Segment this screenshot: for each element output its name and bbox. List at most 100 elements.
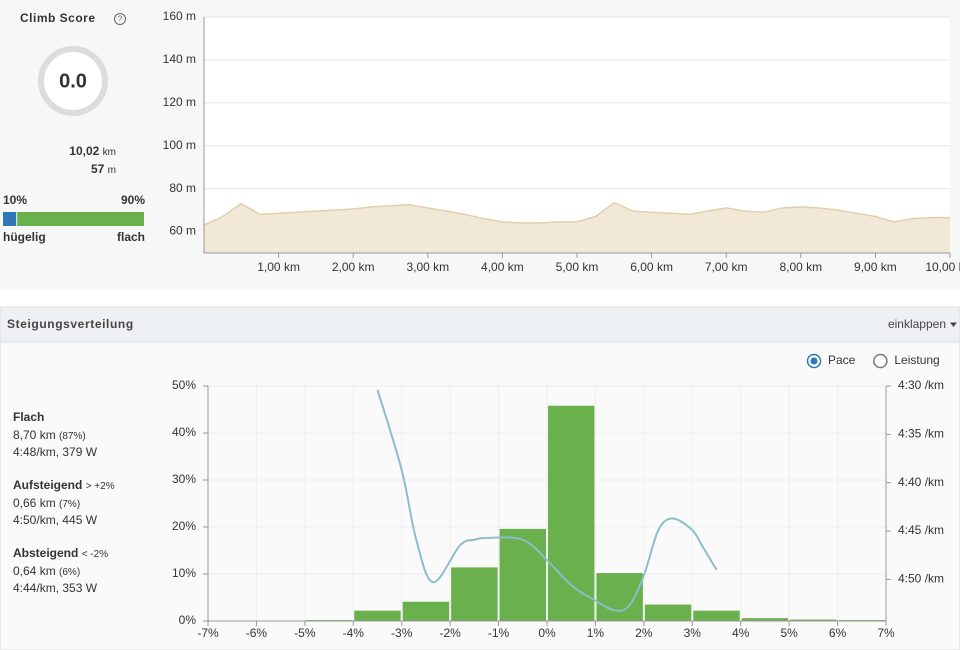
elevation-unit: m — [108, 165, 116, 176]
y-tick-label: 0% — [179, 613, 197, 627]
x-tick-label: 3,00 km — [406, 260, 449, 274]
y-tick-label: 100 m — [163, 138, 196, 152]
stat-share: (6%) — [59, 567, 80, 578]
stat-name: Aufsteigend — [13, 478, 82, 492]
stat-distance: 8,70 km (87%) — [13, 428, 86, 442]
help-icon[interactable] — [114, 13, 126, 25]
stat-detail: 4:50/km, 445 W — [13, 513, 98, 527]
y-tick-label: 160 m — [163, 9, 196, 23]
stat-share: (87%) — [59, 431, 86, 442]
y2-tick-label: 4:30 /km — [898, 378, 944, 392]
x-tick-label: 2% — [635, 626, 653, 640]
x-tick-label: 1% — [587, 626, 605, 640]
split-label: 90% — [121, 193, 145, 207]
distance: 10,02 km — [69, 144, 116, 158]
x-tick-label: 9,00 km — [854, 260, 897, 274]
panel-title: Steigungsverteilung — [7, 317, 134, 331]
y-tick-label: 120 m — [163, 95, 196, 109]
x-tick-label: 8,00 km — [779, 260, 822, 274]
elevation-value: 57 — [91, 162, 105, 176]
bar — [354, 610, 401, 621]
x-tick-label: 7% — [877, 626, 895, 640]
x-tick-label: 5,00 km — [556, 260, 599, 274]
bar — [451, 567, 498, 621]
stat-title: Flach — [13, 410, 44, 424]
y-tick-label: 30% — [172, 472, 196, 486]
bar — [741, 618, 789, 621]
x-tick-label: 3% — [684, 626, 702, 640]
x-tick-label: 7,00 km — [705, 260, 748, 274]
x-tick-label: -1% — [488, 626, 510, 640]
bar — [790, 619, 837, 621]
stat-qualifier: > +2% — [86, 481, 115, 492]
split-segment — [3, 212, 17, 226]
y-tick-label: 140 m — [163, 52, 196, 66]
x-tick-label: -4% — [343, 626, 365, 640]
x-tick-label: 2,00 km — [332, 260, 375, 274]
x-tick-label: 5% — [780, 626, 798, 640]
y-tick-label: 50% — [172, 378, 196, 392]
radio-label[interactable]: Leistung — [894, 353, 939, 367]
y2-tick-label: 4:40 /km — [898, 475, 944, 489]
stats: Flach 8,70 km (87%) 4:48/km, 379 W Aufsteig… — [13, 410, 115, 595]
x-tick-label: 10,00 km — [925, 260, 960, 274]
x-tick-label: 4,00 km — [481, 260, 524, 274]
x-tick-label: 6% — [829, 626, 847, 640]
stat-title: Absteigend < -2% — [13, 546, 108, 560]
stat-distance-value: 0,66 km — [13, 496, 56, 510]
stat-distance-value: 0,64 km — [13, 564, 56, 578]
x-tick-label: -5% — [294, 626, 316, 640]
elevation-line — [203, 201, 950, 226]
split-name: flach — [117, 230, 145, 244]
elevation: 57 m — [91, 162, 116, 176]
score-ring — [38, 46, 108, 116]
pace-line — [376, 389, 718, 612]
distance-value: 10,02 — [69, 144, 99, 158]
bar — [644, 604, 692, 621]
score: 0.0 — [59, 70, 87, 92]
bar — [402, 601, 450, 621]
stat-name: Absteigend — [13, 546, 78, 560]
x-tick-label: -2% — [439, 626, 461, 640]
stat-qualifier: < -2% — [82, 549, 109, 560]
elevation-area — [204, 202, 950, 253]
bar — [693, 610, 740, 621]
x-tick-label: 0% — [538, 626, 556, 640]
y2-tick-label: 4:45 /km — [898, 523, 944, 537]
y-tick-label: 10% — [172, 566, 196, 580]
stat-title: Aufsteigend > +2% — [13, 478, 115, 492]
panel-header — [0, 306, 960, 343]
stat-distance: 0,64 km (6%) — [13, 564, 80, 578]
y2-tick-label: 4:50 /km — [898, 572, 944, 586]
split-name: hügelig — [3, 230, 46, 244]
x-tick-label: 4% — [732, 626, 750, 640]
y-tick-label: 40% — [172, 425, 196, 439]
y-tick-label: 80 m — [169, 181, 196, 195]
stat-distance-value: 8,70 km — [13, 428, 56, 442]
radio[interactable] — [873, 353, 888, 369]
y-tick-label: 60 m — [169, 224, 196, 238]
split-segment — [17, 212, 145, 226]
x-tick-label: -7% — [197, 626, 219, 640]
bar — [499, 528, 546, 621]
stat-detail: 4:44/km, 353 W — [13, 581, 98, 595]
radio-label[interactable]: Pace — [828, 353, 856, 367]
collapse-caret — [950, 322, 957, 327]
x-tick-label: -6% — [246, 626, 268, 640]
bar — [548, 405, 595, 621]
distance-unit: km — [103, 147, 116, 158]
x-tick-label: 6,00 km — [630, 260, 673, 274]
radio-dot — [810, 357, 818, 365]
y2-tick-label: 4:35 /km — [898, 427, 944, 441]
bar — [596, 573, 643, 621]
stat-detail: 4:48/km, 379 W — [13, 445, 98, 459]
x-tick-label: -3% — [391, 626, 413, 640]
split-bar — [3, 212, 145, 226]
help-icon-glyph: ? — [118, 15, 123, 24]
collapse-link[interactable]: einklappen — [888, 317, 946, 331]
stat-distance: 0,66 km (7%) — [13, 496, 80, 510]
options: Pace Leistung — [806, 353, 940, 369]
split-label: 10% — [3, 193, 27, 207]
climb-title: Climb Score — [20, 11, 96, 25]
